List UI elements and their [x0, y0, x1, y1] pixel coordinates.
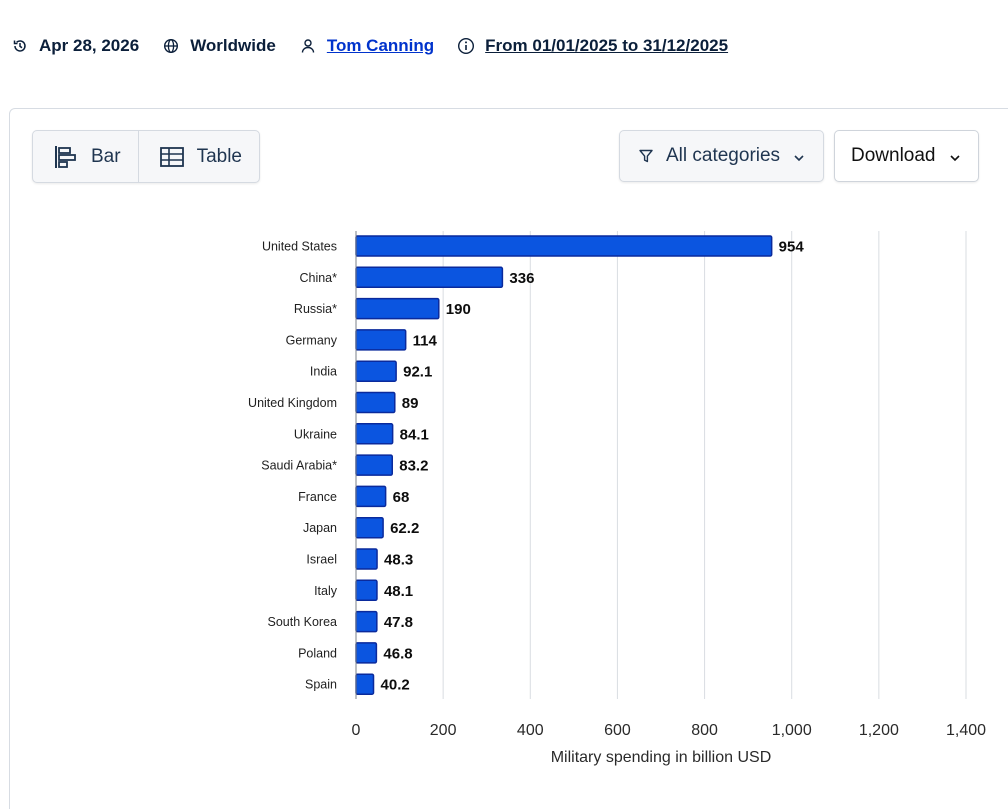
view-toggle: Bar Table — [32, 130, 260, 183]
bar — [355, 485, 387, 508]
category-label: United Kingdom — [248, 396, 337, 410]
bar-view-label: Bar — [91, 145, 121, 167]
table-icon — [159, 144, 185, 170]
category-label: South Korea — [268, 615, 338, 629]
category-label: Saudi Arabia* — [261, 459, 337, 473]
category-label: China* — [299, 271, 337, 285]
tick-label: 200 — [430, 722, 457, 739]
table-view-button[interactable]: Table — [137, 131, 259, 182]
value-label: 48.1 — [384, 583, 413, 600]
value-label: 62.2 — [390, 520, 419, 537]
category-label: Russia* — [294, 302, 337, 316]
category-label: Poland — [298, 646, 337, 660]
globe-icon — [161, 36, 181, 56]
bar — [355, 454, 394, 476]
tick-label: 1,000 — [772, 722, 812, 739]
meta-region: Worldwide — [161, 36, 276, 56]
bar — [355, 360, 397, 382]
user-icon — [298, 36, 318, 56]
meta-date: Apr 28, 2026 — [10, 36, 139, 56]
meta-region-text: Worldwide — [190, 36, 276, 55]
value-label: 48.3 — [384, 552, 413, 569]
meta-author[interactable]: Tom Canning — [298, 36, 434, 56]
category-label: India — [310, 365, 337, 379]
chevron-down-icon — [792, 149, 806, 163]
bar — [355, 548, 378, 570]
statistic-panel: Bar Table All categories Download United… — [9, 108, 1008, 809]
value-label: 92.1 — [403, 364, 432, 381]
value-label: 68 — [393, 489, 410, 506]
bar — [355, 235, 773, 257]
bar — [355, 579, 378, 602]
bar-chart-icon — [53, 144, 79, 170]
bar — [355, 516, 384, 539]
meta-bar: Apr 28, 2026 Worldwide Tom Canning From … — [10, 34, 750, 58]
value-label: 40.2 — [381, 677, 410, 694]
download-button[interactable]: Download — [834, 130, 979, 182]
bar — [355, 423, 394, 445]
value-label: 84.1 — [400, 426, 429, 443]
category-label: Germany — [286, 333, 338, 347]
value-label: 114 — [413, 332, 438, 349]
category-label: Spain — [305, 678, 337, 692]
category-filter-button[interactable]: All categories — [619, 130, 824, 182]
category-label: United States — [262, 240, 337, 254]
chart-container: United States 954 China* 336 Russia* 190 Germa… — [10, 109, 1000, 794]
bar-chart: United States 954 China* 336 Russia* 190 Germa… — [248, 231, 986, 766]
bar — [355, 673, 375, 695]
tick-label: 0 — [352, 722, 361, 739]
meta-date-text: Apr 28, 2026 — [39, 36, 140, 55]
value-label: 83.2 — [399, 458, 428, 475]
bar-view-button[interactable]: Bar — [33, 131, 138, 182]
tick-label: 800 — [691, 722, 718, 739]
download-label: Download — [851, 145, 936, 166]
tick-label: 1,400 — [946, 722, 986, 739]
category-filter-label: All categories — [666, 145, 781, 166]
value-label: 190 — [446, 301, 471, 318]
history-icon — [10, 36, 30, 56]
category-label: Japan — [303, 521, 337, 535]
bar — [355, 329, 407, 351]
bar — [355, 266, 504, 289]
x-axis-title: Military spending in billion USD — [551, 749, 772, 766]
chevron-down-icon — [948, 149, 962, 163]
value-label: 336 — [509, 270, 534, 287]
table-view-label: Table — [196, 145, 242, 167]
author-link[interactable]: Tom Canning — [326, 36, 435, 55]
value-label: 47.8 — [384, 614, 413, 631]
filter-icon — [638, 148, 654, 164]
value-label: 89 — [402, 395, 419, 412]
info-icon — [456, 36, 476, 56]
value-label: 46.8 — [383, 645, 412, 662]
period-link[interactable]: From 01/01/2025 to 31/12/2025 — [485, 36, 729, 55]
top-strip — [0, 0, 1008, 8]
category-label: Israel — [306, 553, 337, 567]
value-label: 954 — [779, 239, 805, 256]
bar — [355, 391, 396, 414]
bar — [355, 642, 378, 664]
tick-label: 600 — [604, 722, 631, 739]
bar — [355, 610, 378, 633]
category-label: Ukraine — [294, 427, 337, 441]
meta-period[interactable]: From 01/01/2025 to 31/12/2025 — [456, 36, 728, 56]
tick-label: 1,200 — [859, 722, 899, 739]
category-label: Italy — [314, 584, 338, 598]
tick-label: 400 — [517, 722, 544, 739]
category-label: France — [298, 490, 337, 504]
bar — [355, 297, 440, 320]
